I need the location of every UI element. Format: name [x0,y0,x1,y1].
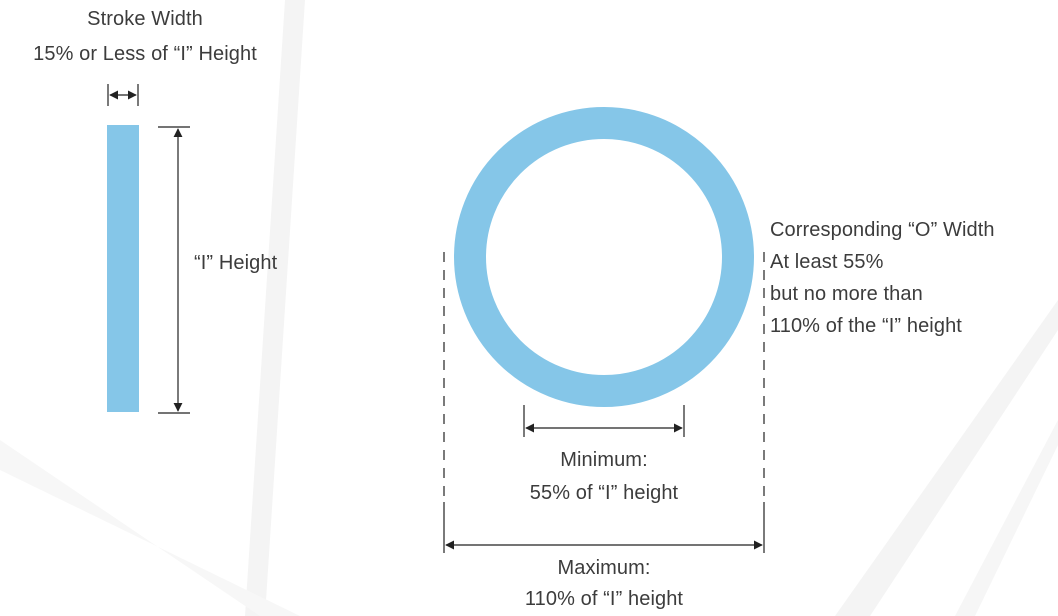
background-streak [955,420,1058,616]
maximum-note: 110% of “I” height [524,588,684,610]
stroke-width-indicator [107,84,139,106]
minimum-title: Minimum: [560,449,648,471]
minimum-note: 55% of “I” height [529,482,679,504]
minimum-width-indicator [523,405,685,437]
maximum-title: Maximum: [557,557,651,579]
o-width-line-1: At least 55% [770,251,884,273]
background-streak [245,0,305,616]
background-streak [835,300,1058,616]
stroke-width-note: 15% or Less of “I” Height [33,43,257,65]
o-width-line-2: but no more than [770,283,923,305]
o-width-line-3: 110% of the “I” height [770,315,962,337]
i-height-indicator [158,126,190,414]
maximum-width-indicator [443,502,765,553]
i-height-label: “I” Height [194,252,278,274]
letter-i-bar [107,125,139,412]
letter-o-ring [454,107,754,407]
o-width-title: Corresponding “O” Width [770,219,995,241]
stroke-width-title: Stroke Width [87,8,203,30]
